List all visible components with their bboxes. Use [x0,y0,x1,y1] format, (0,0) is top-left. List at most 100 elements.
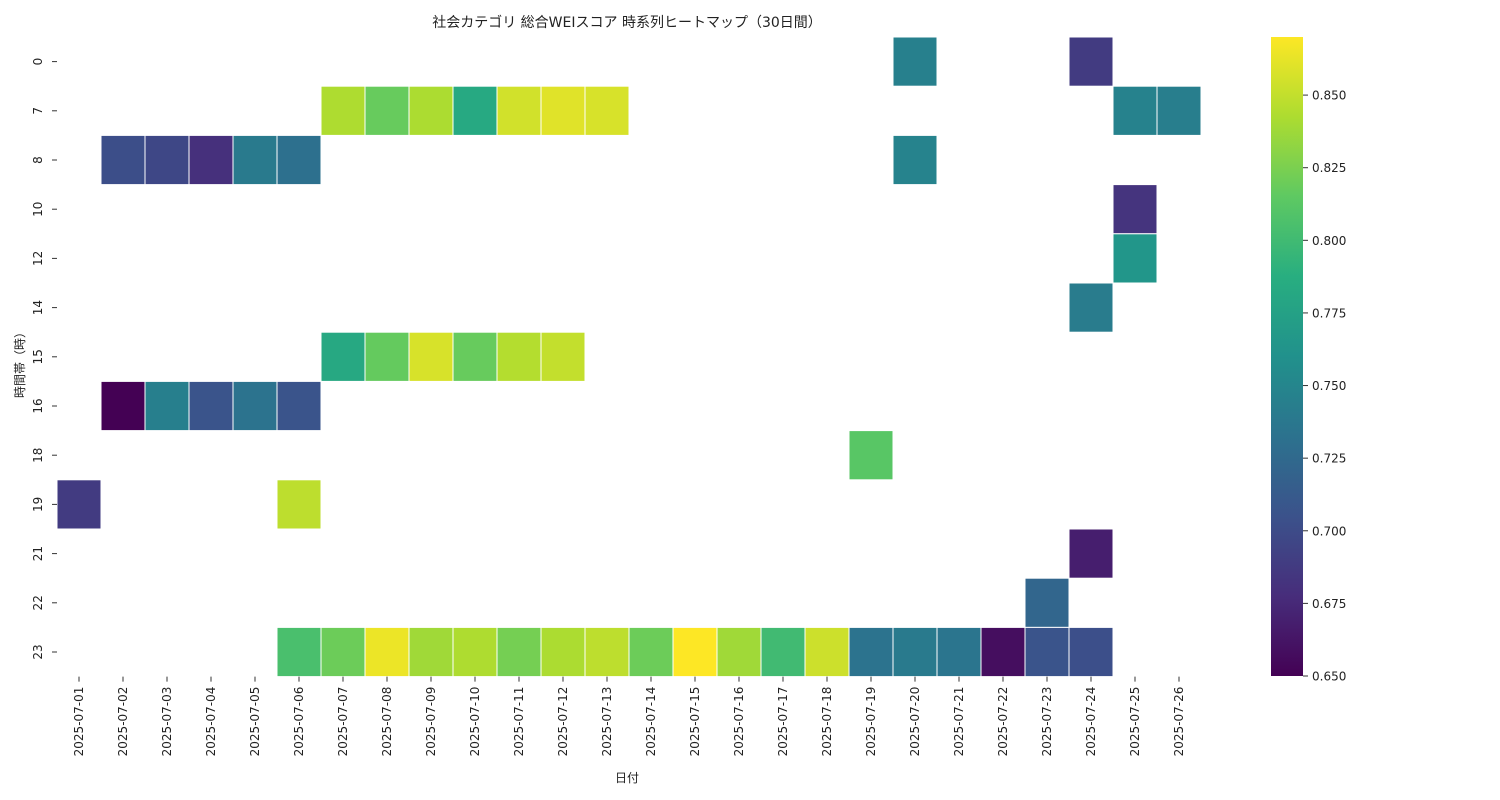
x-tick-label: 2025-07-14 [644,687,658,757]
heatmap-cell [232,380,278,432]
heatmap-cell [276,479,322,530]
heatmap-cell [320,331,366,382]
colorbar-tick-label: 0.825 [1312,161,1346,175]
x-tick-label: 2025-07-18 [820,687,834,757]
x-tick-label: 2025-07-04 [204,687,218,757]
x-tick-label: 2025-07-21 [952,687,966,757]
heatmap-cell [1112,184,1158,235]
heatmap-cell [892,626,938,678]
heatmap-cell [320,85,366,136]
heatmap-cell [716,626,762,678]
heatmap-cell [540,85,586,136]
x-tick-label: 2025-07-26 [1172,687,1186,757]
heatmap-cells [56,36,1202,678]
x-axis: 2025-07-01 2025-07-02 2025-07-03 2025-07-04… [72,676,1186,757]
heatmap-cell [452,626,498,678]
colorbar-tick-label: 0.700 [1312,524,1346,538]
colorbar-tick-label: 0.675 [1312,597,1346,611]
y-tick-label: 18 [31,448,45,463]
heatmap-cell [100,380,146,432]
heatmap-cell [760,626,806,678]
x-tick-label: 2025-07-13 [600,687,614,757]
heatmap-cell [364,331,410,382]
heatmap-cell [584,626,630,678]
x-tick-label: 2025-07-06 [292,687,306,757]
y-tick-label: 12 [31,251,45,266]
heatmap-cell [408,331,454,382]
heatmap-cell [1068,626,1114,678]
heatmap-cell [452,331,498,382]
y-tick-label: 15 [31,349,45,364]
heatmap-cell [1024,577,1070,628]
heatmap-cell [892,36,938,87]
heatmap-cell [1024,626,1070,678]
heatmap-cell [364,626,410,678]
x-tick-label: 2025-07-03 [160,687,174,757]
colorbar-gradient [1271,37,1303,676]
x-tick-label: 2025-07-19 [864,687,878,757]
y-tick-label: 0 [31,58,45,66]
y-tick-label: 10 [31,202,45,217]
colorbar-tick-label: 0.650 [1312,670,1346,684]
heatmap-cell [188,380,234,432]
y-axis: 0 7 8 10 12 14 15 16 18 19 21 22 23 [31,58,57,660]
x-tick-label: 2025-07-10 [468,687,482,757]
x-tick-label: 2025-07-15 [688,687,702,757]
heatmap-cell [496,85,542,136]
x-tick-label: 2025-07-05 [248,687,262,757]
colorbar-tick-label: 0.750 [1312,379,1346,393]
heatmap-cell [540,331,586,382]
x-tick-label: 2025-07-17 [776,687,790,757]
y-tick-label: 7 [31,107,45,115]
heatmap-cell [496,626,542,678]
x-tick-label: 2025-07-20 [908,687,922,757]
colorbar-tick-label: 0.850 [1312,89,1346,103]
heatmap-cell [364,85,410,136]
x-tick-label: 2025-07-09 [424,687,438,757]
y-tick-label: 23 [31,644,45,659]
x-tick-label: 2025-07-12 [556,687,570,757]
heatmap-cell [496,331,542,382]
x-tick-label: 2025-07-02 [116,687,130,757]
heatmap-cell [276,380,322,432]
colorbar-tick-label: 0.775 [1312,306,1346,320]
heatmap-cell [584,85,630,136]
y-axis-label: 時間帯（時） [13,326,27,398]
chart-title: 社会カテゴリ 総合WEIスコア 時系列ヒートマップ（30日間） [432,14,822,31]
y-tick-label: 8 [31,156,45,164]
heatmap-cell [144,380,190,432]
x-tick-label: 2025-07-24 [1084,687,1098,757]
heatmap-cell [936,626,982,678]
y-tick-label: 21 [31,546,45,561]
heatmap-cell [848,626,894,678]
x-tick-label: 2025-07-16 [732,687,746,757]
heatmap-cell [1068,528,1114,579]
x-tick-label: 2025-07-23 [1040,687,1054,757]
heatmap-cell [276,626,322,678]
heatmap-cell [804,626,850,678]
heatmap-cell [452,85,498,136]
y-tick-label: 14 [31,300,45,315]
x-tick-label: 2025-07-01 [72,687,86,757]
x-tick-label: 2025-07-22 [996,687,1010,757]
heatmap-cell [892,134,938,186]
y-tick-label: 16 [31,398,45,413]
heatmap-cell [100,134,146,186]
heatmap-cell [1112,85,1158,136]
heatmap-cell [1156,85,1202,136]
x-tick-label: 2025-07-11 [512,687,526,757]
heatmap-cell [1112,233,1158,284]
heatmap-cell [276,134,322,186]
colorbar: 0.650 0.675 0.700 0.725 0.750 0.775 0.800 0.825… [1271,37,1346,684]
y-tick-label: 19 [31,497,45,512]
heatmap-cell [672,626,718,678]
heatmap-cell [408,626,454,678]
heatmap-cell [56,479,102,530]
colorbar-tick-label: 0.725 [1312,452,1346,466]
heatmap-cell [144,134,190,186]
heatmap-cell [848,430,894,481]
heatmap-cell [320,626,366,678]
heatmap-cell [628,626,674,678]
heatmap-cell [540,626,586,678]
